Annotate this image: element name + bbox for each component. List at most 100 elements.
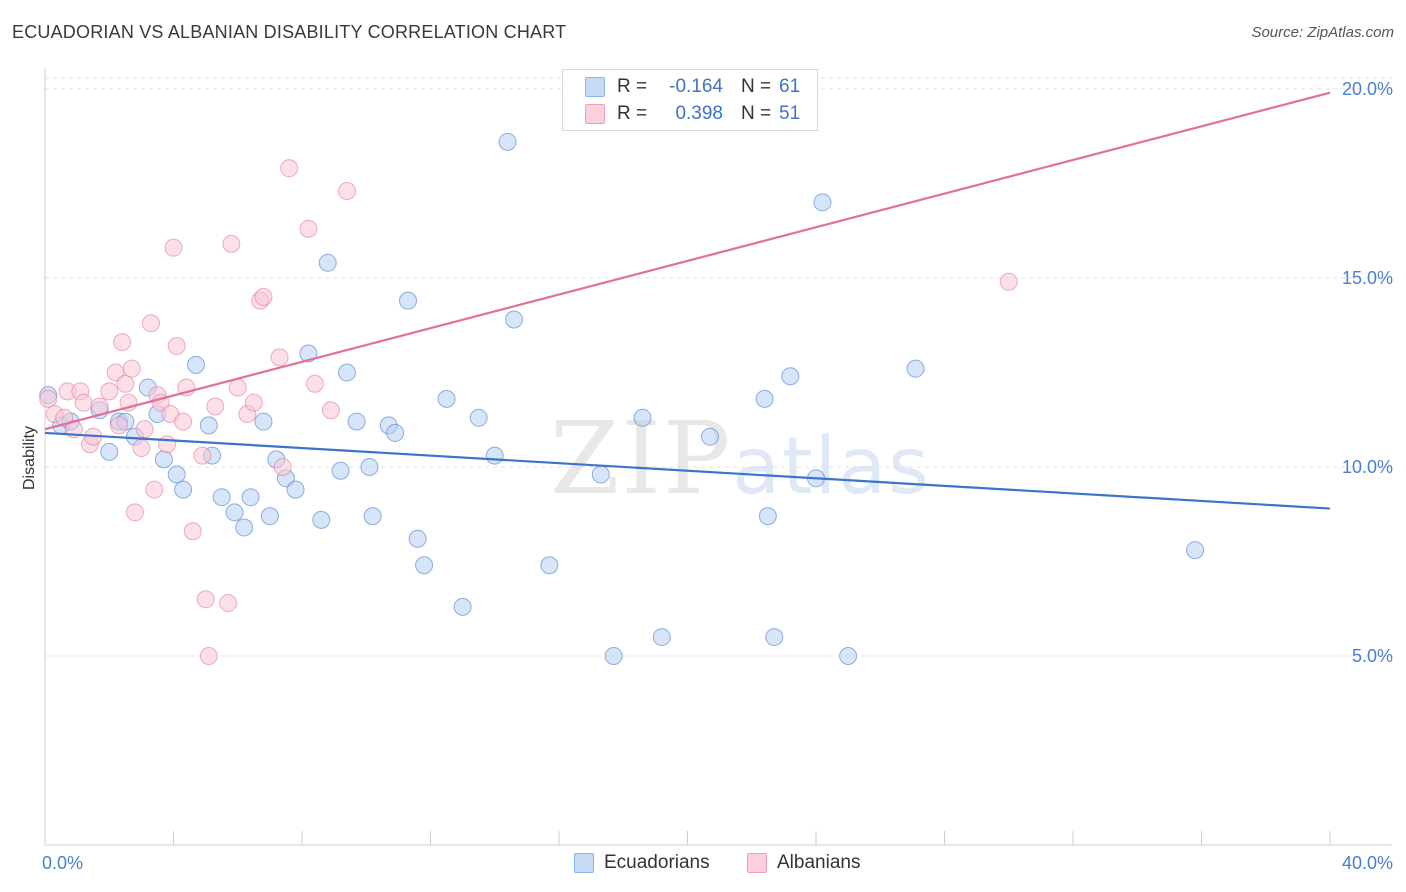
data-point — [113, 333, 132, 352]
legend-r-label: R = — [617, 76, 648, 97]
trend-line — [44, 91, 1331, 431]
x-tick-label: 40.0% — [1342, 853, 1393, 873]
data-point — [186, 355, 205, 374]
data-point — [363, 507, 382, 526]
data-point — [270, 348, 289, 367]
data-point — [235, 518, 254, 537]
data-point — [633, 408, 652, 427]
y-tick-label: 20.0% — [1342, 79, 1393, 99]
legend-swatch-ecuadorians — [574, 853, 594, 873]
data-point — [260, 507, 279, 526]
legend-row-ecuadorians: R = -0.164 N = 61 — [585, 75, 809, 99]
data-point — [408, 529, 427, 548]
legend-item-albanians: Albanians — [747, 852, 860, 874]
data-point — [100, 382, 119, 401]
tick-labels: 5.0% 10.0% 15.0% 20.0% 0.0% 40.0% — [42, 79, 1393, 873]
data-point — [399, 291, 418, 310]
data-point — [154, 450, 173, 469]
data-point — [228, 378, 247, 397]
data-point — [305, 374, 324, 393]
data-point — [167, 465, 186, 484]
data-point — [286, 480, 305, 499]
y-tick-label: 15.0% — [1342, 268, 1393, 288]
chart-title: ECUADORIAN VS ALBANIAN DISABILITY CORREL… — [12, 22, 567, 42]
data-point — [781, 367, 800, 386]
data-point — [299, 344, 318, 363]
data-point — [540, 556, 559, 575]
data-point — [347, 412, 366, 431]
data-point — [125, 503, 144, 522]
y-axis-label: Disability — [21, 426, 38, 490]
data-point — [280, 159, 299, 178]
source-label: Source: ZipAtlas.com — [1251, 24, 1394, 41]
legend-n-label: N = — [741, 103, 772, 124]
data-point — [839, 646, 858, 665]
data-point — [174, 480, 193, 499]
data-point — [199, 416, 218, 435]
data-point — [244, 393, 263, 412]
data-point — [254, 412, 273, 431]
data-point — [485, 446, 504, 465]
data-point — [193, 446, 212, 465]
grid-lines — [45, 77, 1392, 657]
data-point — [109, 416, 128, 435]
data-point — [312, 510, 331, 529]
data-point — [116, 374, 135, 393]
data-point — [415, 556, 434, 575]
data-point — [1186, 541, 1205, 560]
data-point — [196, 590, 215, 609]
data-point — [241, 488, 260, 507]
series-legend: Ecuadorians Albanians — [0, 852, 1406, 878]
data-point — [299, 219, 318, 238]
data-point — [700, 427, 719, 446]
data-point — [813, 193, 832, 212]
data-point — [755, 389, 774, 408]
data-point — [132, 439, 151, 458]
data-point — [219, 594, 238, 613]
data-point — [164, 238, 183, 257]
data-point — [199, 646, 218, 665]
data-point — [758, 507, 777, 526]
data-point — [145, 480, 164, 499]
data-point — [591, 465, 610, 484]
y-tick-label: 5.0% — [1352, 646, 1393, 666]
legend-item-ecuadorians: Ecuadorians — [574, 852, 710, 874]
data-point — [337, 181, 356, 200]
legend-swatch-albanians — [585, 104, 605, 124]
data-point — [174, 412, 193, 431]
x-tick-label: 0.0% — [42, 853, 83, 873]
data-point — [318, 253, 337, 272]
data-point — [453, 597, 472, 616]
data-point — [135, 420, 154, 439]
trend-lines — [44, 91, 1331, 510]
data-point — [906, 359, 925, 378]
data-point — [212, 488, 231, 507]
legend-label-albanians: Albanians — [777, 852, 861, 873]
data-point — [652, 628, 671, 647]
data-point — [122, 359, 141, 378]
data-point — [206, 397, 225, 416]
axes — [44, 68, 1392, 846]
legend-row-albanians: R = 0.398 N = 51 — [585, 102, 809, 126]
correlation-legend: R = -0.164 N = 61 R = 0.398 N = 51 — [562, 69, 818, 131]
legend-swatch-albanians — [747, 853, 767, 873]
legend-r-value: 0.398 — [675, 103, 723, 124]
data-point — [142, 314, 161, 333]
y-tick-label: 10.0% — [1342, 457, 1393, 477]
data-point — [765, 628, 784, 647]
legend-r-value: -0.164 — [669, 76, 723, 97]
trend-line — [44, 431, 1331, 510]
data-point — [222, 234, 241, 253]
legend-r-label: R = — [617, 103, 648, 124]
data-point — [183, 522, 202, 541]
data-point — [254, 287, 273, 306]
data-point — [505, 310, 524, 329]
data-point — [331, 461, 350, 480]
legend-swatch-ecuadorians — [585, 77, 605, 97]
series-albanians — [39, 159, 1018, 665]
data-point — [437, 389, 456, 408]
data-point — [321, 401, 340, 420]
data-point — [469, 408, 488, 427]
data-point — [273, 457, 292, 476]
